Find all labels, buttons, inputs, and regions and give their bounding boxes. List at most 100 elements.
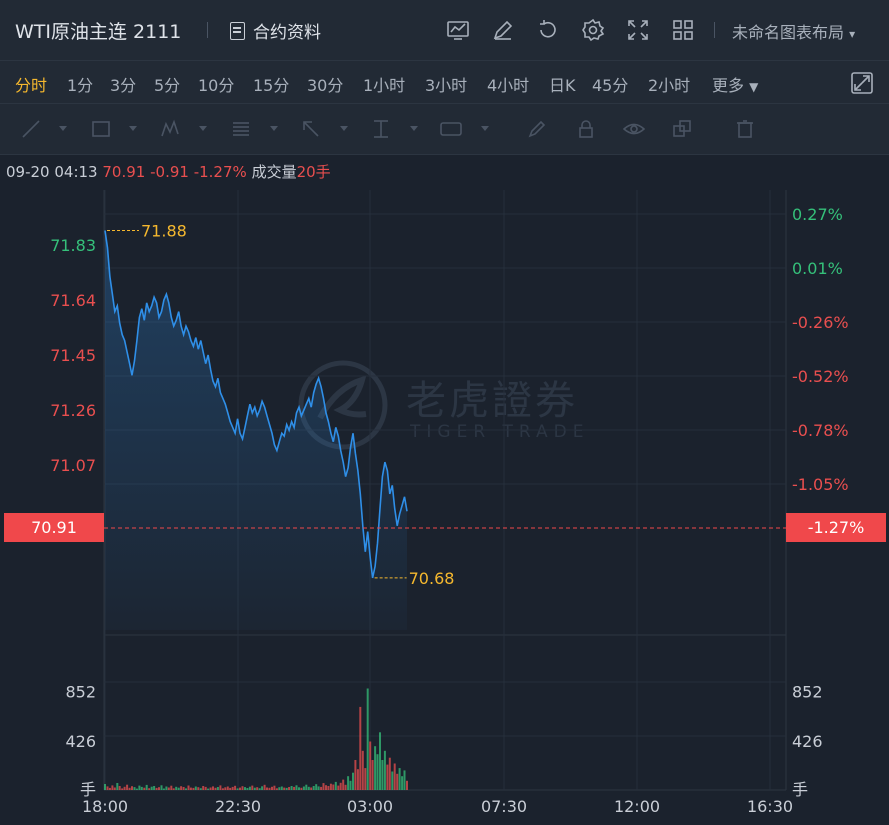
volume-bar [111,785,114,790]
volume-bar [221,788,224,790]
tab-period-45m[interactable]: 45分 [592,76,629,95]
drawing-toolbar [0,104,889,155]
rectangle-icon[interactable] [90,118,112,140]
volume-bar [329,783,332,790]
reset-icon[interactable] [536,18,560,42]
tab-period-day[interactable]: 日K [549,76,576,95]
watermark-cn: 老虎證券 [406,378,578,424]
x-tick-label: 07:30 [481,797,527,816]
quote-change: -0.91 [150,163,189,181]
volume-bar [207,788,210,790]
volume-bar [310,787,313,790]
volume-bar [302,786,305,790]
volume-unit-label: 手 [792,780,808,799]
contract-info-button[interactable]: 合约资料 [230,18,321,43]
volume-bar [199,788,202,790]
symbol-title[interactable]: WTI原油主连 2111 [15,21,182,43]
volume-bar [356,769,359,790]
volume-bar [241,786,244,790]
volume-bar [383,750,386,790]
volume-bar [396,773,399,790]
price-tick-label: 71.64 [50,291,96,310]
tab-period-3m[interactable]: 3分 [110,76,137,95]
volume-bar [234,785,237,790]
volume-bar [160,785,163,790]
volume-bar [398,768,401,790]
tab-period-more[interactable]: 更多 ▼ [712,72,758,96]
tab-period-timeshare[interactable]: 分时 [15,76,48,95]
indicator-icon[interactable] [446,18,470,42]
volume-bar [283,787,286,790]
quote-price: 70.91 [102,163,146,181]
settings-gear-icon[interactable] [581,18,605,42]
tab-period-3h[interactable]: 3小时 [425,76,468,95]
grid-layout-icon[interactable] [671,18,695,42]
volume-bar [258,788,261,790]
fibonacci-icon[interactable] [230,118,252,140]
text-label-icon[interactable] [440,118,462,140]
volume-bar [162,788,165,790]
tab-period-30m[interactable]: 30分 [307,76,344,95]
measure-icon[interactable] [370,118,392,140]
layers-icon[interactable] [671,118,693,140]
tab-period-10m[interactable]: 10分 [198,76,235,95]
expand-icon[interactable] [850,71,874,95]
volume-bar [113,787,116,790]
volume-bar [305,784,308,790]
volume-bar [352,772,354,790]
volume-bar [312,786,315,790]
volume-bar [219,785,222,790]
volume-bar [386,764,389,790]
volume-bar [180,786,183,790]
volume-bar [293,786,296,790]
caret-down-icon [481,126,489,131]
volume-bar [374,746,377,790]
volume-bar [182,787,185,790]
draw-edit-icon[interactable] [491,18,515,42]
fullscreen-icon[interactable] [626,18,650,42]
tab-period-1m[interactable]: 1分 [67,76,94,95]
volume-bar [214,787,217,790]
volume-bar [366,688,369,790]
volume-bar [322,783,325,790]
volume-bar [118,786,121,790]
chart-layout-dropdown[interactable]: 未命名图表布局 ▾ [732,19,855,43]
volume-bar [280,786,283,790]
tab-period-2h[interactable]: 2小时 [648,76,691,95]
wave-icon[interactable] [160,118,182,140]
volume-bar [108,787,111,790]
tab-period-15m[interactable]: 15分 [253,76,290,95]
volume-bar [381,760,384,790]
tab-period-5m[interactable]: 5分 [154,76,181,95]
volume-bar [364,768,367,790]
volume-tick-label: 852 [65,683,96,702]
tab-period-1h[interactable]: 1小时 [363,76,406,95]
volume-bar [123,786,126,790]
lock-icon[interactable] [575,118,597,140]
volume-bar [285,787,288,790]
tab-period-4h[interactable]: 4小时 [487,76,530,95]
volume-bar [170,785,173,790]
caret-down-icon [340,126,348,131]
volume-bar [135,788,138,790]
x-tick-label: 22:30 [215,797,261,816]
volume-bar [104,784,106,790]
arrow-icon[interactable] [300,118,322,140]
volume-bar [194,786,197,790]
trash-icon[interactable] [734,118,756,140]
trend-line-icon[interactable] [20,118,42,140]
x-tick-label: 12:00 [614,797,660,816]
volume-bar [406,780,408,790]
volume-bar [317,786,320,790]
volume-bar [236,788,239,790]
brush-icon[interactable] [526,118,548,140]
caret-down-icon: ▼ [749,80,759,94]
chart-layout-label: 未命名图表布局 [732,23,845,42]
more-label: 更多 [712,76,745,95]
eye-icon[interactable] [623,118,645,140]
volume-bar [347,776,350,790]
volume-bar [298,787,300,790]
volume-bar [165,786,168,790]
volume-bar [224,787,227,790]
